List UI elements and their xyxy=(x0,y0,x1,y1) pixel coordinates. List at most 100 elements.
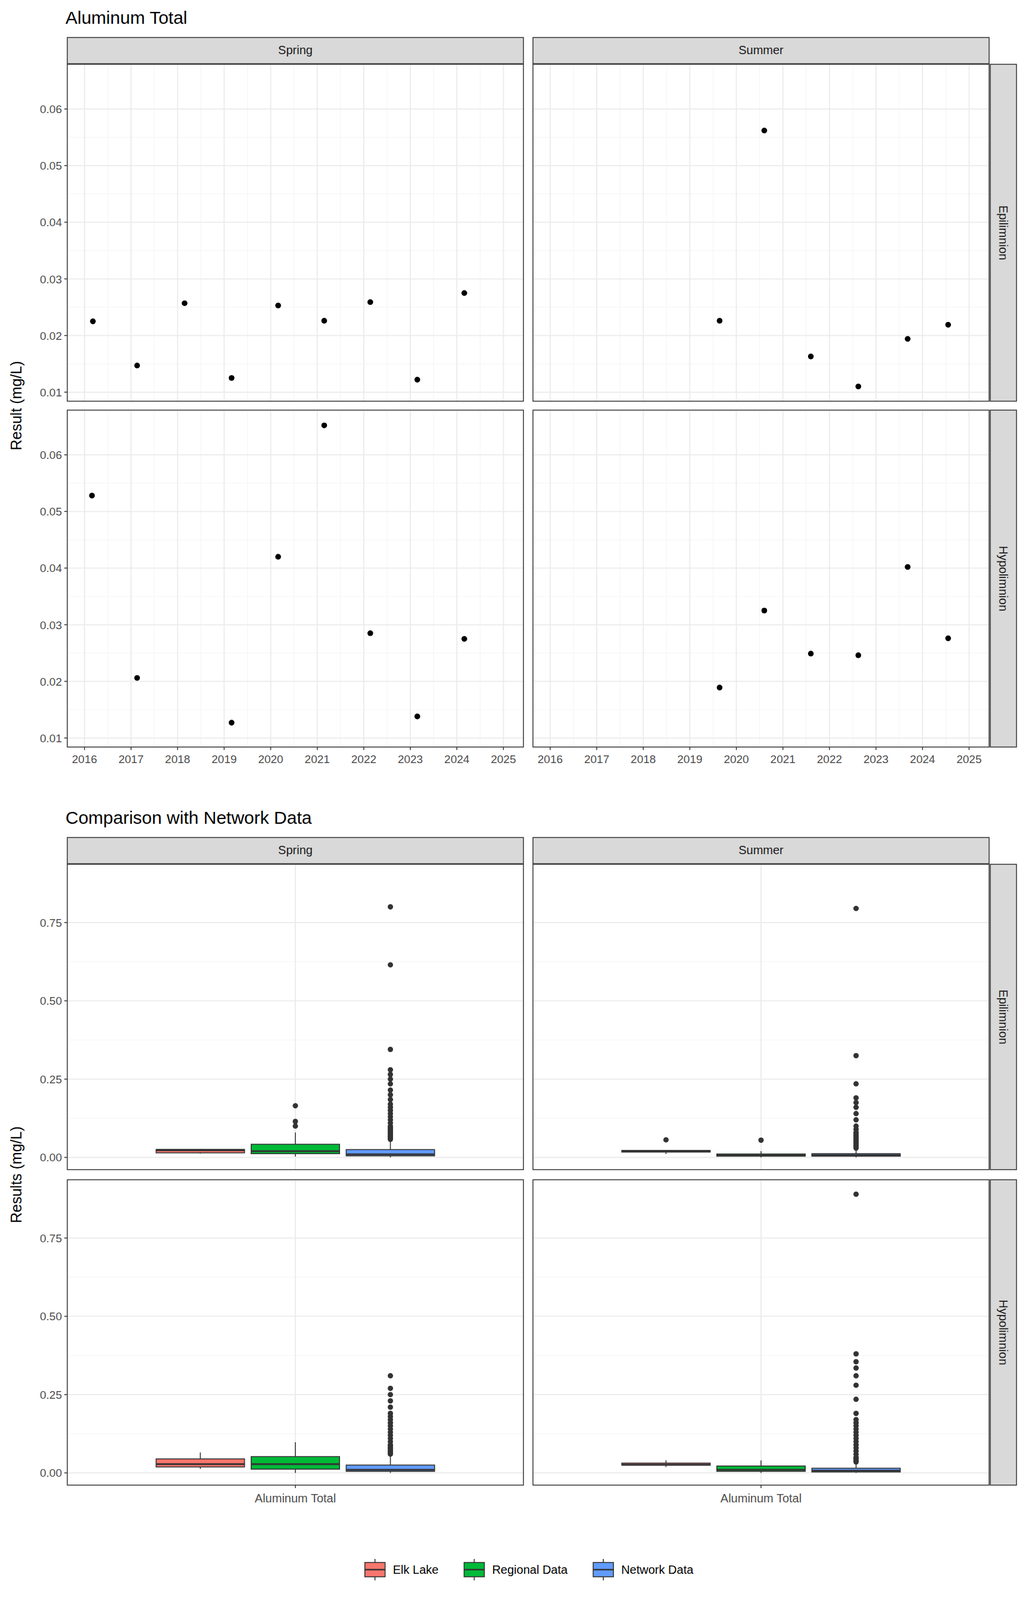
minor-grid-line xyxy=(805,64,807,402)
grid-line xyxy=(549,410,551,748)
minor-grid-line xyxy=(154,410,155,748)
box xyxy=(345,1149,435,1157)
grid-line xyxy=(532,391,990,394)
minor-grid-line xyxy=(107,64,109,402)
outlier xyxy=(853,1117,859,1124)
category-grid-line xyxy=(760,864,762,1171)
point xyxy=(855,383,862,390)
grid-line xyxy=(875,64,877,402)
point xyxy=(321,422,328,429)
minor-grid-line xyxy=(67,482,524,484)
category-grid-line xyxy=(760,1180,762,1486)
outlier xyxy=(387,1072,394,1078)
minor-grid-line xyxy=(573,410,575,748)
grid-line xyxy=(316,64,318,402)
y-tick-label: 0.03 xyxy=(39,619,62,632)
outlier xyxy=(853,1351,859,1358)
point xyxy=(89,318,96,325)
minor-grid-line xyxy=(67,250,524,251)
grid-line xyxy=(549,64,551,402)
y-axis-title: Result (mg/L) xyxy=(7,360,25,451)
outlier xyxy=(387,1404,394,1411)
grid-line xyxy=(456,410,458,748)
minor-grid-line xyxy=(666,64,667,402)
point xyxy=(133,362,140,369)
x-tick xyxy=(760,1485,762,1489)
minor-grid-line xyxy=(532,596,990,597)
panel-background xyxy=(532,864,990,1171)
facet-label: Summer xyxy=(738,43,784,57)
median xyxy=(621,1464,710,1467)
grid-line xyxy=(67,391,524,394)
grid-line xyxy=(67,681,524,683)
grid-line xyxy=(689,410,691,748)
minor-grid-line xyxy=(154,64,155,402)
outlier xyxy=(387,1102,394,1108)
chart-title: Aluminum Total xyxy=(65,7,188,28)
median xyxy=(811,1470,900,1473)
point xyxy=(855,652,862,659)
grid-line xyxy=(409,410,411,748)
minor-grid-line xyxy=(67,539,524,541)
y-tick-label: 0.75 xyxy=(39,1232,62,1246)
grid-line xyxy=(828,410,831,748)
outlier xyxy=(663,1137,669,1143)
minor-grid-line xyxy=(247,64,248,402)
x-tick xyxy=(549,747,551,751)
median xyxy=(811,1154,900,1157)
grid-line xyxy=(67,1394,524,1396)
box xyxy=(156,1149,245,1154)
x-tick xyxy=(736,747,738,751)
x-tick xyxy=(642,747,644,751)
grid-line xyxy=(502,64,504,402)
point xyxy=(808,353,815,360)
x-tick xyxy=(130,747,132,751)
box xyxy=(811,1469,900,1473)
facet-label: Summer xyxy=(738,843,784,857)
legend-key xyxy=(365,1563,386,1578)
outlier xyxy=(387,1411,394,1417)
x-tick-label: 2020 xyxy=(723,753,749,766)
outlier xyxy=(853,1123,859,1130)
minor-grid-line xyxy=(532,193,990,195)
x-tick-label: 2023 xyxy=(863,753,889,766)
plot-data xyxy=(716,127,951,390)
outlier xyxy=(387,1081,394,1087)
outlier xyxy=(853,906,859,912)
x-tick xyxy=(875,747,877,751)
y-tick xyxy=(64,335,68,337)
facet-label: Hypolimnion xyxy=(996,546,1010,612)
x-tick xyxy=(503,747,505,751)
grid-line xyxy=(67,335,524,337)
outlier xyxy=(387,1087,394,1094)
grid-line xyxy=(67,922,524,924)
minor-grid-line xyxy=(532,482,990,484)
median xyxy=(156,1149,245,1152)
facet-strip xyxy=(67,837,524,865)
point xyxy=(275,554,282,561)
grid-line xyxy=(532,335,990,337)
x-tick-label: 2022 xyxy=(817,753,843,766)
minor-grid-line xyxy=(532,539,990,541)
y-tick-label: 0.25 xyxy=(39,1389,62,1402)
whisker-lower xyxy=(294,1469,296,1474)
point xyxy=(181,300,188,307)
outlier xyxy=(853,1359,859,1365)
grid-line xyxy=(596,64,598,402)
whisker-upper xyxy=(200,1452,202,1460)
minor-grid-line xyxy=(67,136,524,138)
x-tick-label: 2017 xyxy=(584,753,610,766)
legend-key-median xyxy=(593,1569,614,1572)
facet-label: Epilimnion xyxy=(996,205,1010,261)
y-tick-label: 0.06 xyxy=(39,103,62,116)
figure: Aluminum TotalResult (mg/L)SpringSummerE… xyxy=(0,0,1029,1600)
x-tick xyxy=(968,747,971,751)
grid-line xyxy=(532,681,990,683)
grid-line xyxy=(270,410,272,748)
x-tick-label: 2021 xyxy=(770,753,796,766)
minor-grid-line xyxy=(532,709,990,711)
minor-grid-line xyxy=(479,410,481,748)
panel-border xyxy=(67,1180,524,1486)
grid-line xyxy=(456,64,458,402)
grid-line xyxy=(270,64,272,402)
